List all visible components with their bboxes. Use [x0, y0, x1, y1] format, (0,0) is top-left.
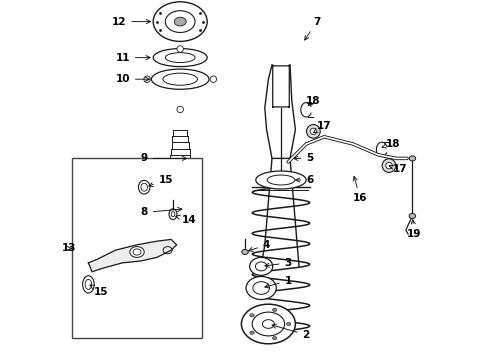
Ellipse shape	[139, 180, 150, 194]
Text: 17: 17	[389, 164, 407, 174]
Polygon shape	[88, 239, 176, 272]
Ellipse shape	[409, 156, 416, 161]
Text: 15: 15	[90, 285, 108, 297]
Ellipse shape	[153, 2, 207, 41]
Text: 18: 18	[306, 96, 320, 106]
Text: 13: 13	[61, 243, 76, 253]
Text: 1: 1	[265, 276, 292, 288]
Text: 7: 7	[305, 17, 320, 40]
Text: 4: 4	[248, 240, 270, 252]
Text: 6: 6	[295, 175, 314, 185]
Text: 15: 15	[149, 175, 173, 186]
Ellipse shape	[272, 308, 277, 311]
Ellipse shape	[256, 171, 306, 189]
Ellipse shape	[250, 314, 254, 317]
Ellipse shape	[310, 128, 317, 135]
Ellipse shape	[382, 159, 396, 172]
Bar	[72, 158, 202, 338]
Text: 18: 18	[382, 139, 400, 149]
Ellipse shape	[242, 249, 248, 255]
Ellipse shape	[263, 320, 274, 328]
Ellipse shape	[210, 76, 217, 82]
Ellipse shape	[177, 46, 183, 52]
Ellipse shape	[153, 49, 207, 67]
Ellipse shape	[246, 276, 276, 300]
Ellipse shape	[307, 125, 320, 138]
Ellipse shape	[409, 213, 416, 219]
FancyBboxPatch shape	[273, 65, 289, 108]
Ellipse shape	[272, 337, 277, 340]
Text: 17: 17	[314, 121, 332, 133]
Ellipse shape	[177, 106, 183, 113]
Ellipse shape	[250, 331, 254, 334]
Text: 16: 16	[353, 176, 368, 203]
Ellipse shape	[130, 247, 144, 257]
Ellipse shape	[287, 323, 291, 325]
Text: 2: 2	[272, 324, 310, 340]
Text: 8: 8	[141, 207, 182, 217]
Text: 11: 11	[115, 53, 150, 63]
Ellipse shape	[83, 276, 94, 293]
Ellipse shape	[250, 257, 273, 275]
FancyBboxPatch shape	[173, 199, 187, 218]
Ellipse shape	[174, 17, 186, 26]
Text: 10: 10	[115, 74, 149, 84]
Ellipse shape	[151, 69, 209, 89]
Text: 12: 12	[112, 17, 150, 27]
Ellipse shape	[169, 209, 177, 220]
Text: 5: 5	[294, 153, 314, 163]
Ellipse shape	[144, 76, 150, 82]
Ellipse shape	[386, 162, 392, 169]
Text: 9: 9	[141, 153, 187, 163]
Text: 19: 19	[407, 220, 421, 239]
Text: 14: 14	[176, 215, 196, 225]
Ellipse shape	[242, 304, 295, 344]
Text: 3: 3	[265, 258, 292, 268]
